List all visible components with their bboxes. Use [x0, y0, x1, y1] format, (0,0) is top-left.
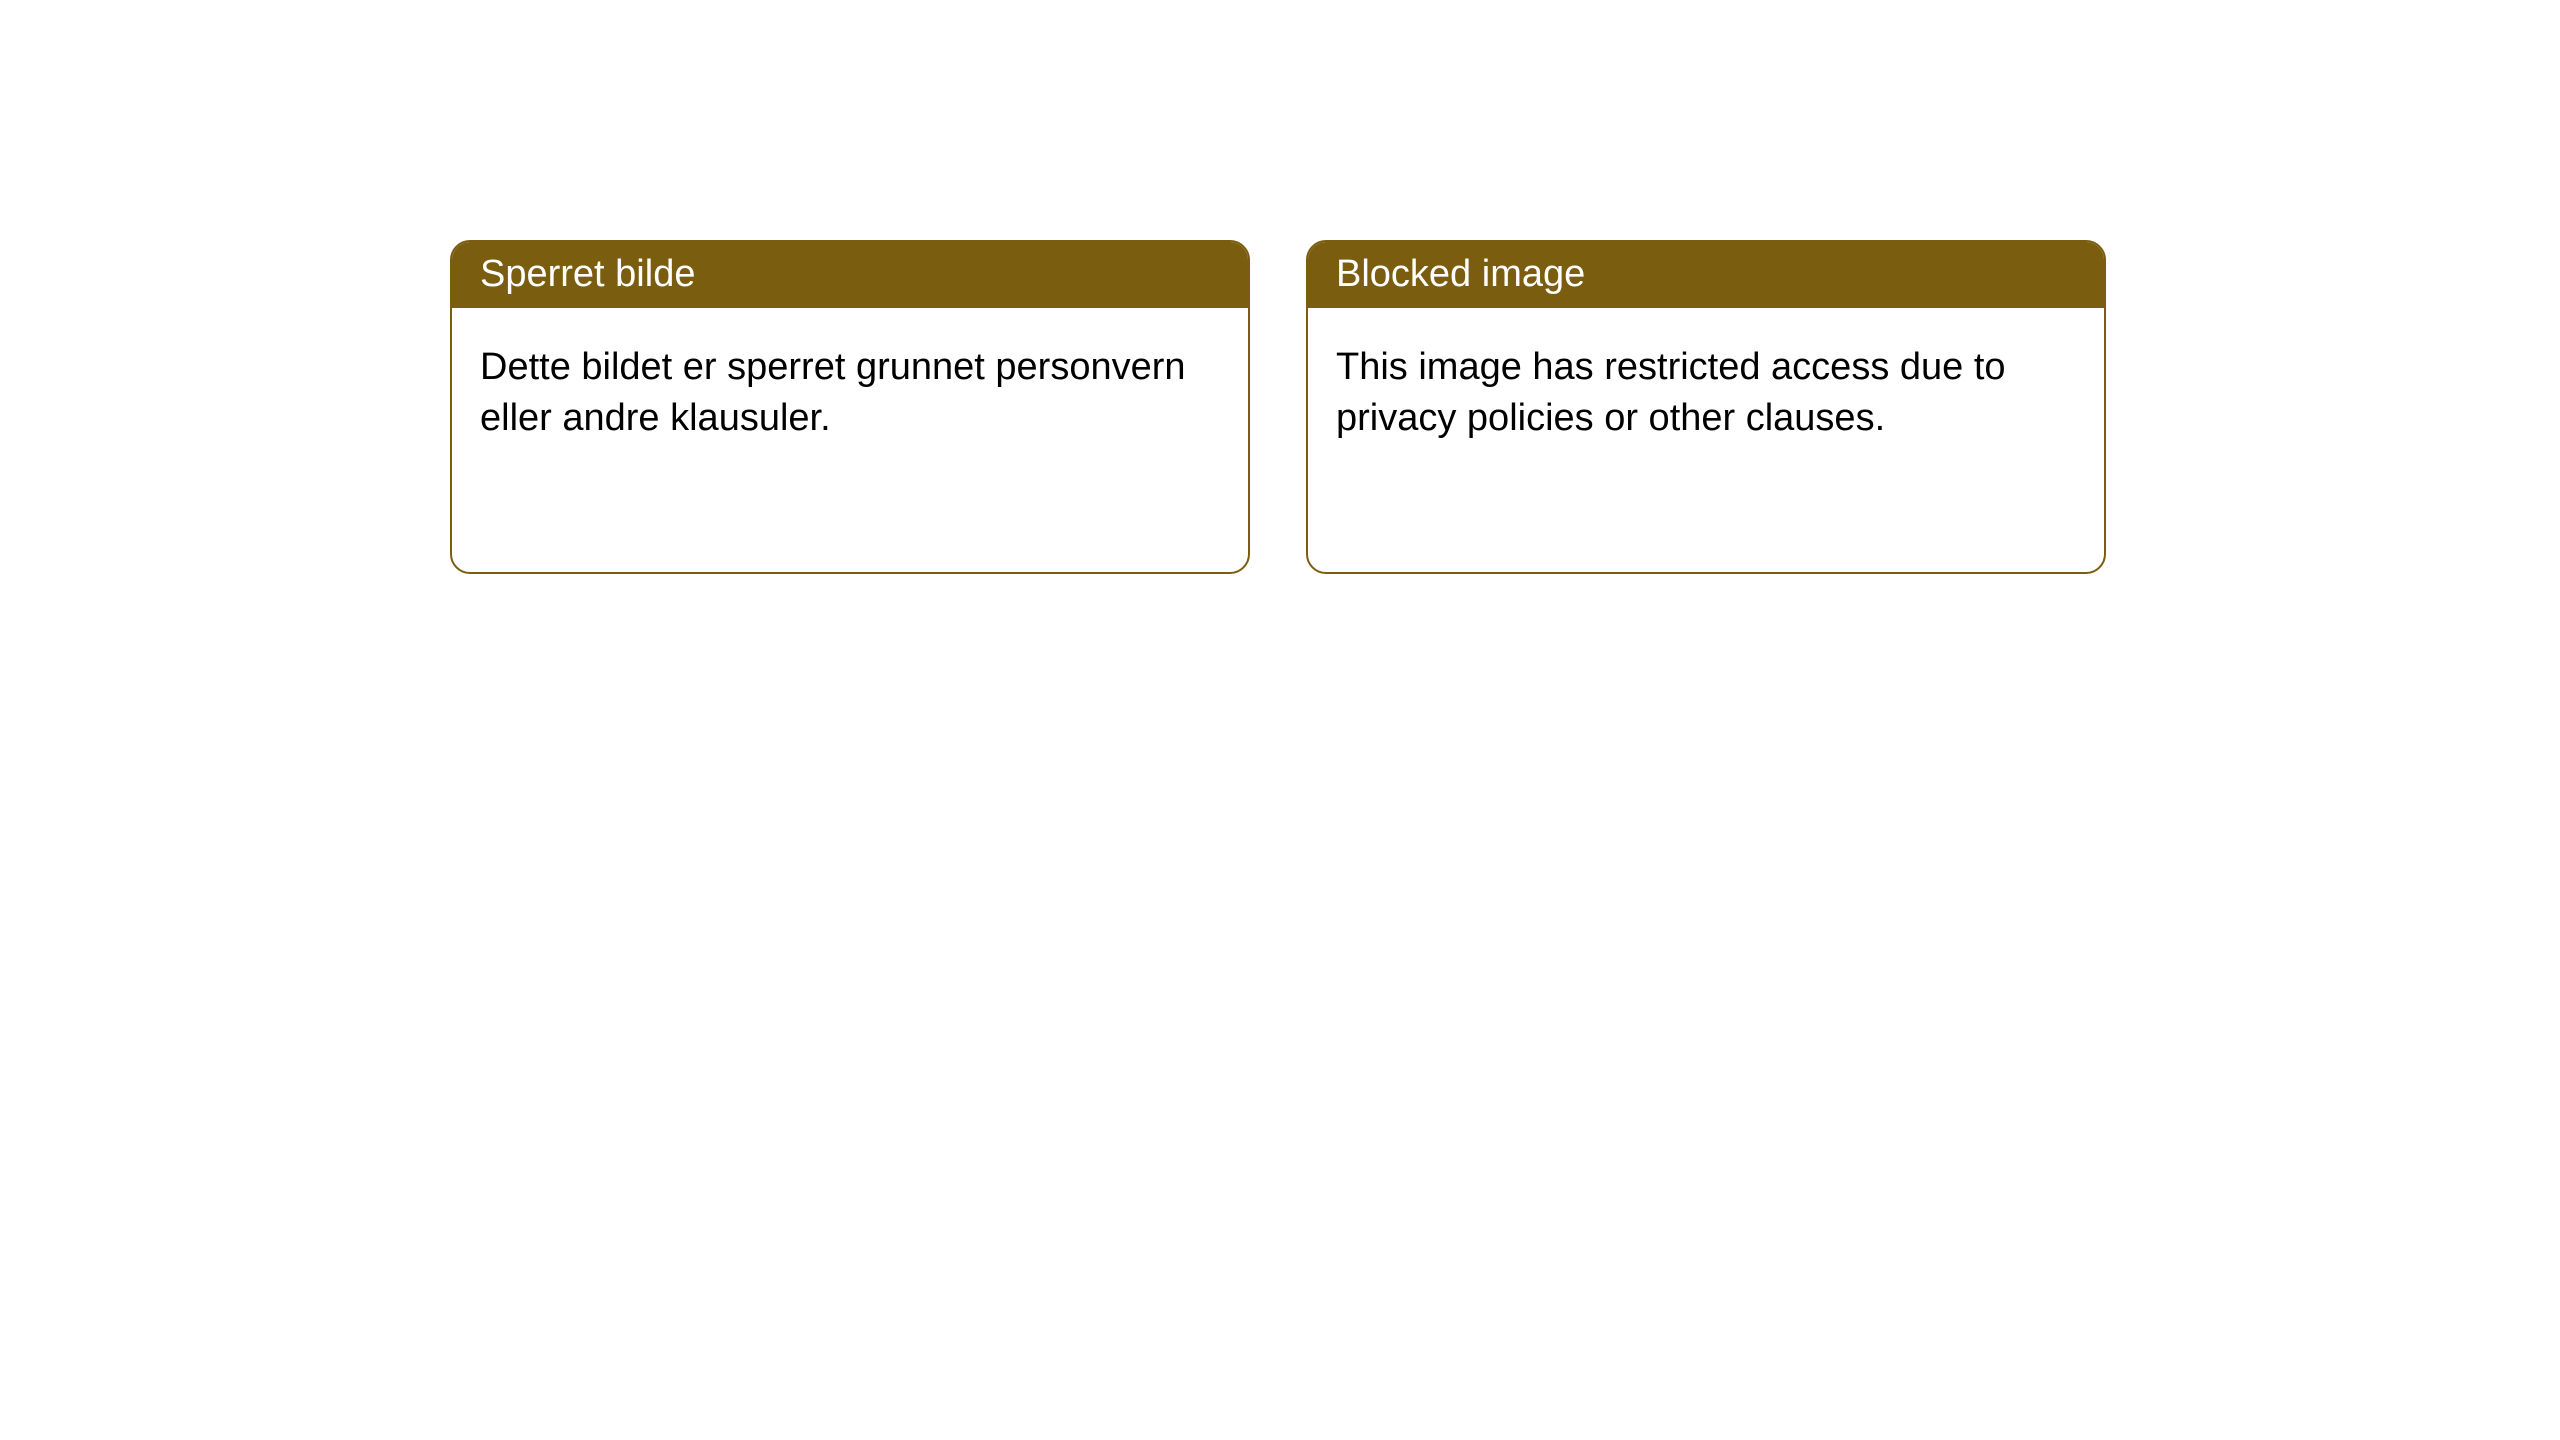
notice-card-header: Blocked image — [1308, 242, 2104, 308]
notice-card-english: Blocked image This image has restricted … — [1306, 240, 2106, 574]
notice-card-body: Dette bildet er sperret grunnet personve… — [452, 308, 1248, 479]
notice-card-body: This image has restricted access due to … — [1308, 308, 2104, 479]
notice-container: Sperret bilde Dette bildet er sperret gr… — [0, 0, 2560, 574]
notice-card-norwegian: Sperret bilde Dette bildet er sperret gr… — [450, 240, 1250, 574]
notice-card-header: Sperret bilde — [452, 242, 1248, 308]
